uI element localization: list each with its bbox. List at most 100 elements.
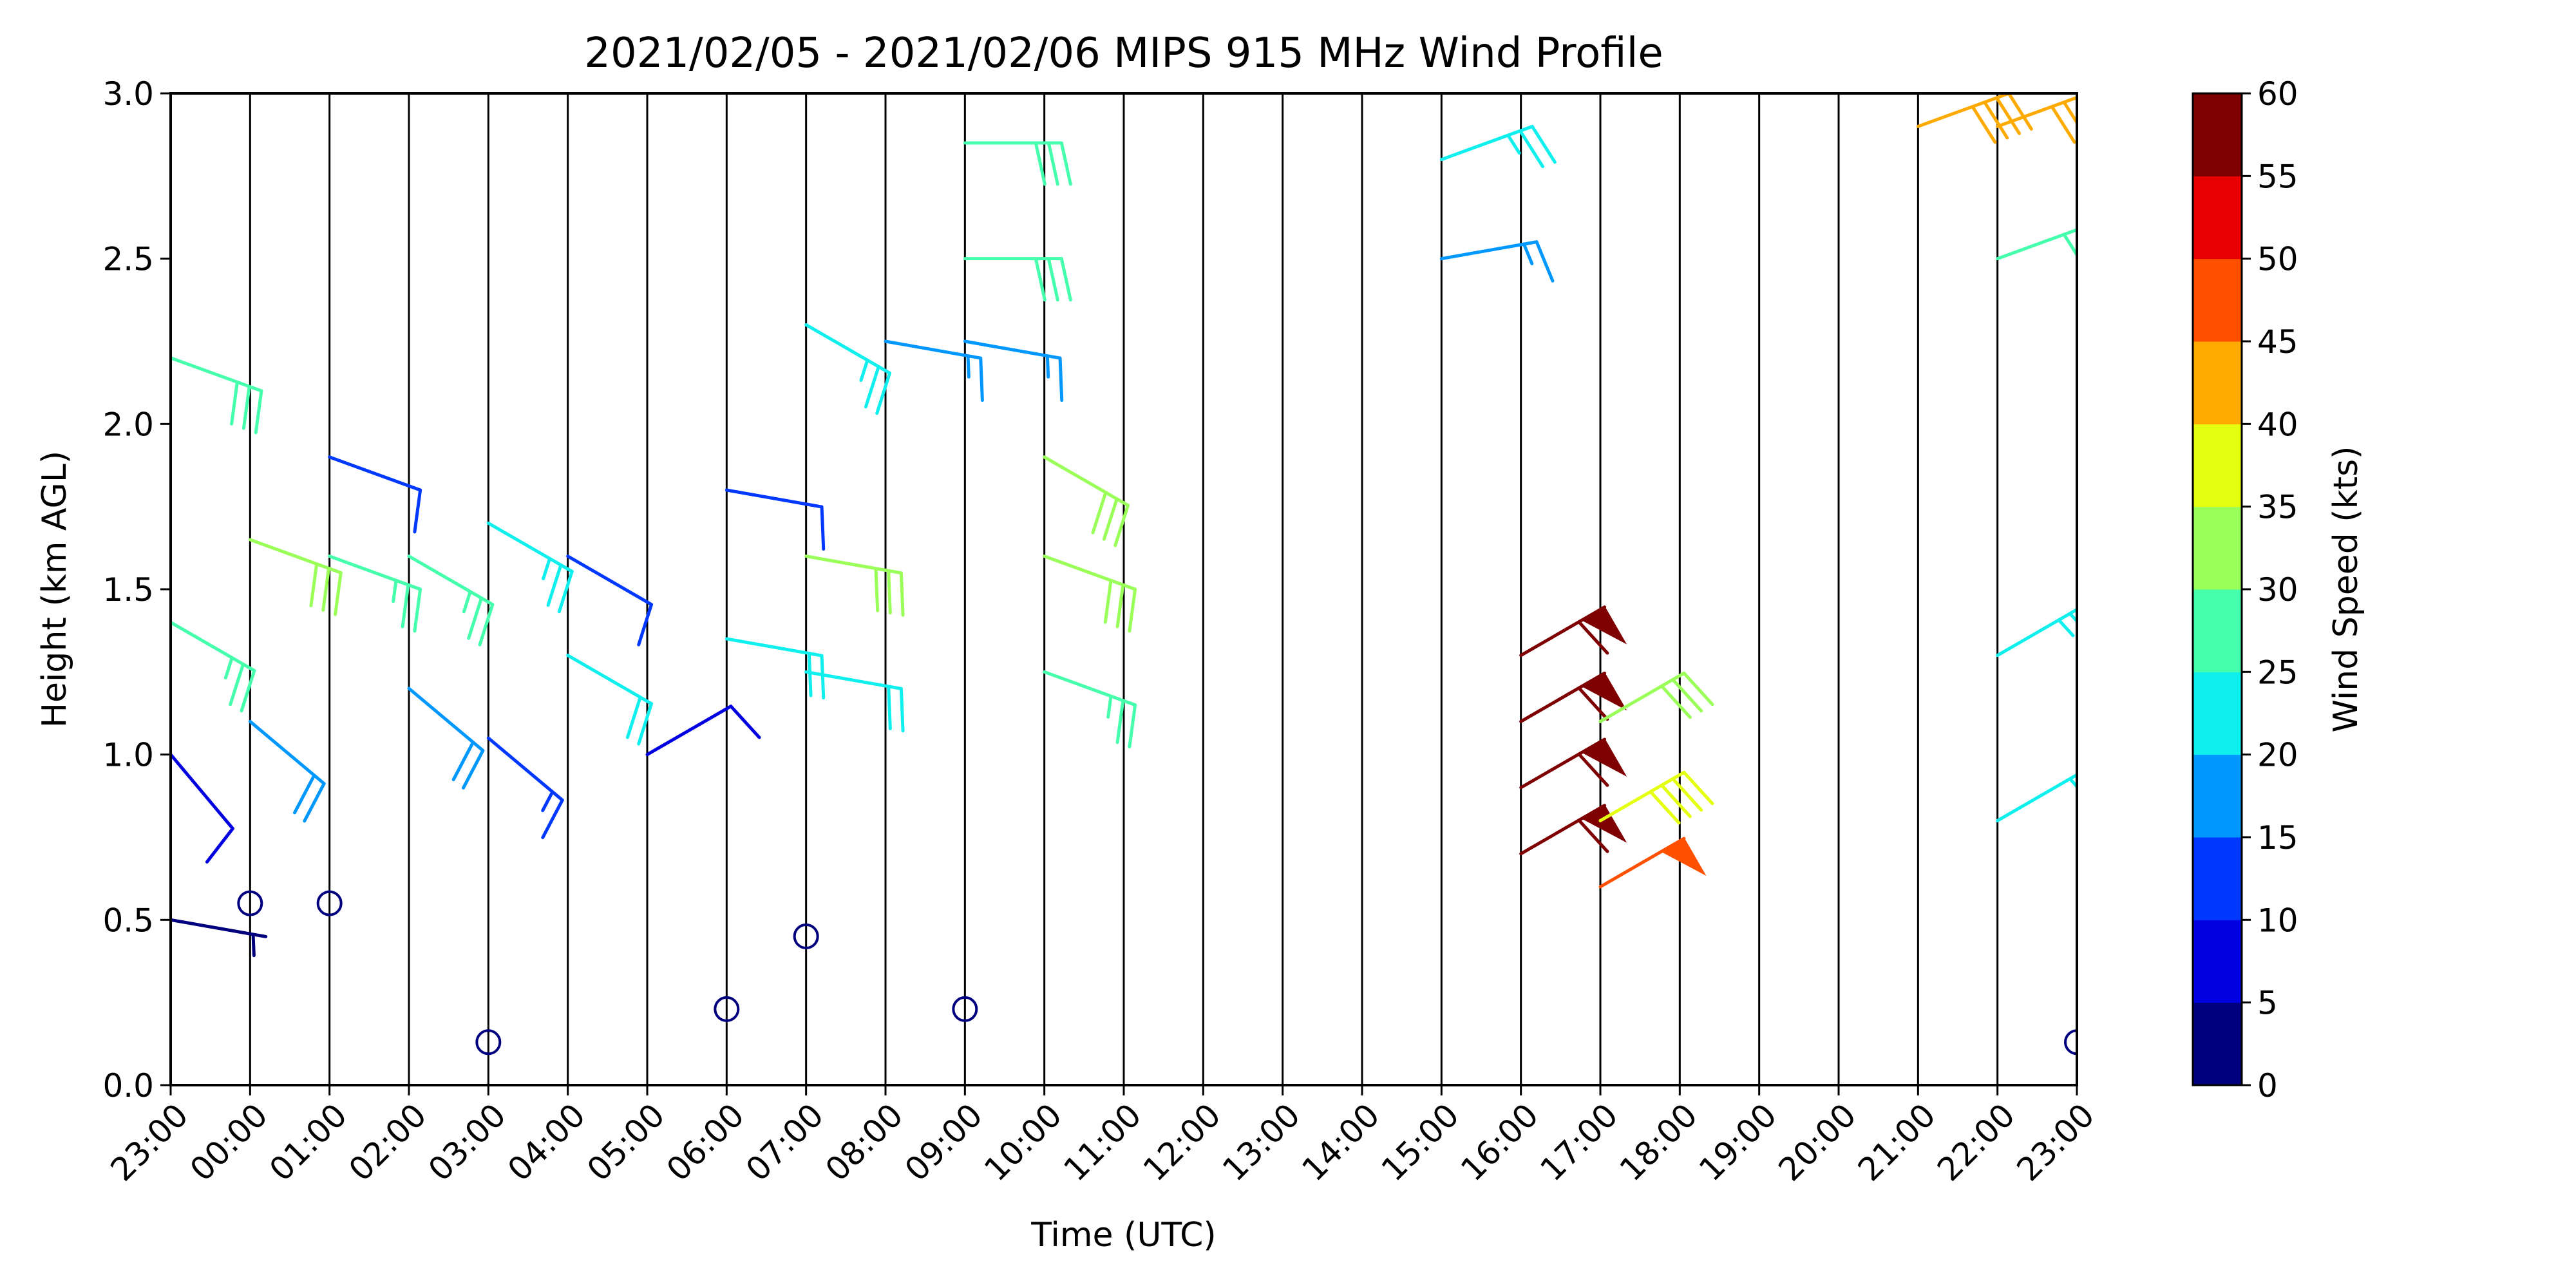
x-tick-label: 16:00 (1454, 1096, 1546, 1188)
wind-barb (1519, 671, 1627, 723)
x-tick-label: 23:00 (104, 1096, 196, 1188)
colorbar-label: Wind Speed (kts) (2327, 446, 2365, 733)
wind-barb (724, 488, 826, 551)
colorbar-tick-label: 45 (2257, 323, 2298, 361)
y-tick-label: 0.5 (102, 902, 154, 939)
colorbar-tick-label: 20 (2257, 737, 2298, 774)
x-tick-label: 23:00 (2010, 1096, 2102, 1188)
colorbar-tick-label: 25 (2257, 654, 2298, 691)
colorbar-tick-label: 50 (2257, 241, 2298, 278)
chart-title: 2021/02/05 - 2021/02/06 MIPS 915 MHz Win… (584, 30, 1663, 77)
wind-barb (1043, 670, 1137, 749)
x-tick-label: 10:00 (977, 1096, 1069, 1188)
wind-barb (963, 141, 1072, 186)
wind-barb (1598, 770, 1714, 825)
wind-barb (171, 918, 268, 958)
wind-barb (407, 554, 495, 647)
calm-marker (714, 996, 740, 1022)
wind-barb (884, 339, 984, 402)
colorbar-segment (2193, 341, 2242, 424)
colorbar-segment (2193, 589, 2242, 672)
y-axis-ticks: 0.0 0.5 1.0 1.5 2.0 2.5 3.0 (102, 75, 171, 1104)
x-tick-label: 17:00 (1533, 1096, 1625, 1188)
colorbar-tick-label: 35 (2257, 489, 2298, 526)
wind-barb (1996, 607, 2077, 658)
x-tick-label: 21:00 (1851, 1096, 1943, 1188)
wind-barb (963, 257, 1072, 302)
wind-barb (328, 554, 422, 633)
wind-barb (566, 654, 654, 746)
colorbar-segment (2193, 1002, 2242, 1086)
x-tick-label: 07:00 (739, 1096, 831, 1188)
wind-barb (963, 339, 1064, 402)
y-tick-label: 2.0 (102, 406, 154, 443)
colorbar-segment (2193, 754, 2242, 838)
y-axis-label: Height (km AGL) (35, 451, 74, 728)
wind-barbs (171, 93, 2077, 958)
wind-barb (1916, 93, 2033, 144)
wind-barb (248, 719, 326, 823)
wind-barb (171, 620, 256, 713)
colorbar-tick-label: 55 (2257, 158, 2298, 195)
x-tick-label: 08:00 (819, 1096, 911, 1188)
calm-marker (793, 923, 819, 949)
colorbar-tick-label: 5 (2257, 985, 2278, 1022)
colorbar-tick-label: 10 (2257, 902, 2298, 939)
wind-barb (171, 753, 234, 864)
x-tick-label: 03:00 (421, 1096, 513, 1188)
wind-barb (248, 538, 343, 616)
calm-marker (475, 1029, 502, 1056)
wind-barb (724, 637, 826, 700)
wind-barb (1519, 737, 1627, 790)
y-tick-label: 3.0 (102, 75, 154, 113)
wind-barb (804, 554, 905, 617)
x-tick-label: 04:00 (500, 1096, 592, 1188)
wind-barb (1439, 240, 1555, 283)
x-axis-label: Time (UTC) (1030, 1216, 1216, 1255)
x-tick-label: 13:00 (1215, 1096, 1307, 1188)
x-tick-label: 05:00 (580, 1096, 672, 1188)
colorbar-segment (2193, 93, 2242, 176)
calm-marker (237, 890, 263, 916)
wind-barb (1043, 554, 1137, 633)
colorbar-segment (2193, 424, 2242, 507)
wind-barb (1519, 605, 1627, 658)
colorbar-segment (2193, 920, 2242, 1003)
x-tick-label: 01:00 (262, 1096, 354, 1188)
wind-barb (486, 521, 574, 614)
colorbar-segment (2193, 672, 2242, 755)
x-axis-ticks: 23:0000:0001:0002:0003:0004:0005:0006:00… (104, 1085, 2102, 1188)
calm-marker (316, 890, 343, 916)
wind-barb (407, 687, 485, 790)
wind-barb (1996, 95, 2077, 144)
colorbar-segment (2193, 258, 2242, 342)
wind-barb (1598, 671, 1714, 723)
x-tick-label: 11:00 (1057, 1096, 1149, 1188)
x-tick-label: 19:00 (1692, 1096, 1784, 1188)
wind-barb (1598, 837, 1707, 889)
calm-marker (2064, 1029, 2077, 1056)
colorbar-tick-label: 30 (2257, 571, 2298, 609)
wind-barb (566, 554, 654, 647)
wind-barb (804, 323, 892, 415)
colorbar-tick-label: 0 (2257, 1067, 2278, 1104)
calm-marker (952, 996, 978, 1022)
x-tick-label: 15:00 (1374, 1096, 1466, 1188)
calm-markers (237, 890, 2077, 1056)
x-tick-label: 12:00 (1136, 1096, 1228, 1188)
x-tick-label: 09:00 (898, 1096, 990, 1188)
colorbar-segment (2193, 176, 2242, 260)
wind-barb (1996, 773, 2077, 822)
colorbar: 0 5 10 15 20 25 30 35 40 45 50 55 60 (2192, 75, 2298, 1104)
x-tick-label: 14:00 (1295, 1096, 1387, 1188)
wind-barb (645, 705, 761, 757)
wind-barb (171, 356, 263, 435)
y-tick-label: 1.5 (102, 571, 154, 609)
x-tick-label: 18:00 (1613, 1096, 1705, 1188)
wind-barb (328, 455, 422, 534)
x-tick-label: 02:00 (342, 1096, 434, 1188)
wind-barb (1519, 804, 1627, 856)
y-tick-label: 0.0 (102, 1067, 154, 1104)
wind-barb (804, 670, 905, 733)
